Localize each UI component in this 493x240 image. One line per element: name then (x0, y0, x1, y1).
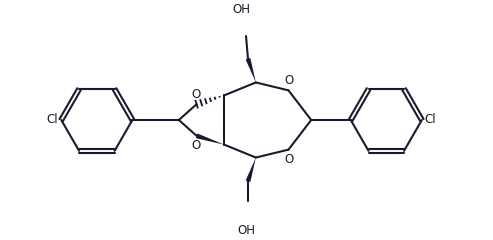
Text: O: O (191, 88, 200, 101)
Text: O: O (191, 139, 200, 152)
Text: O: O (285, 74, 294, 87)
Polygon shape (246, 58, 256, 83)
Text: O: O (285, 153, 294, 166)
Polygon shape (196, 133, 224, 145)
Polygon shape (246, 157, 256, 182)
Text: OH: OH (237, 224, 255, 237)
Text: Cl: Cl (425, 114, 436, 126)
Text: Cl: Cl (47, 114, 58, 126)
Text: OH: OH (232, 3, 250, 16)
